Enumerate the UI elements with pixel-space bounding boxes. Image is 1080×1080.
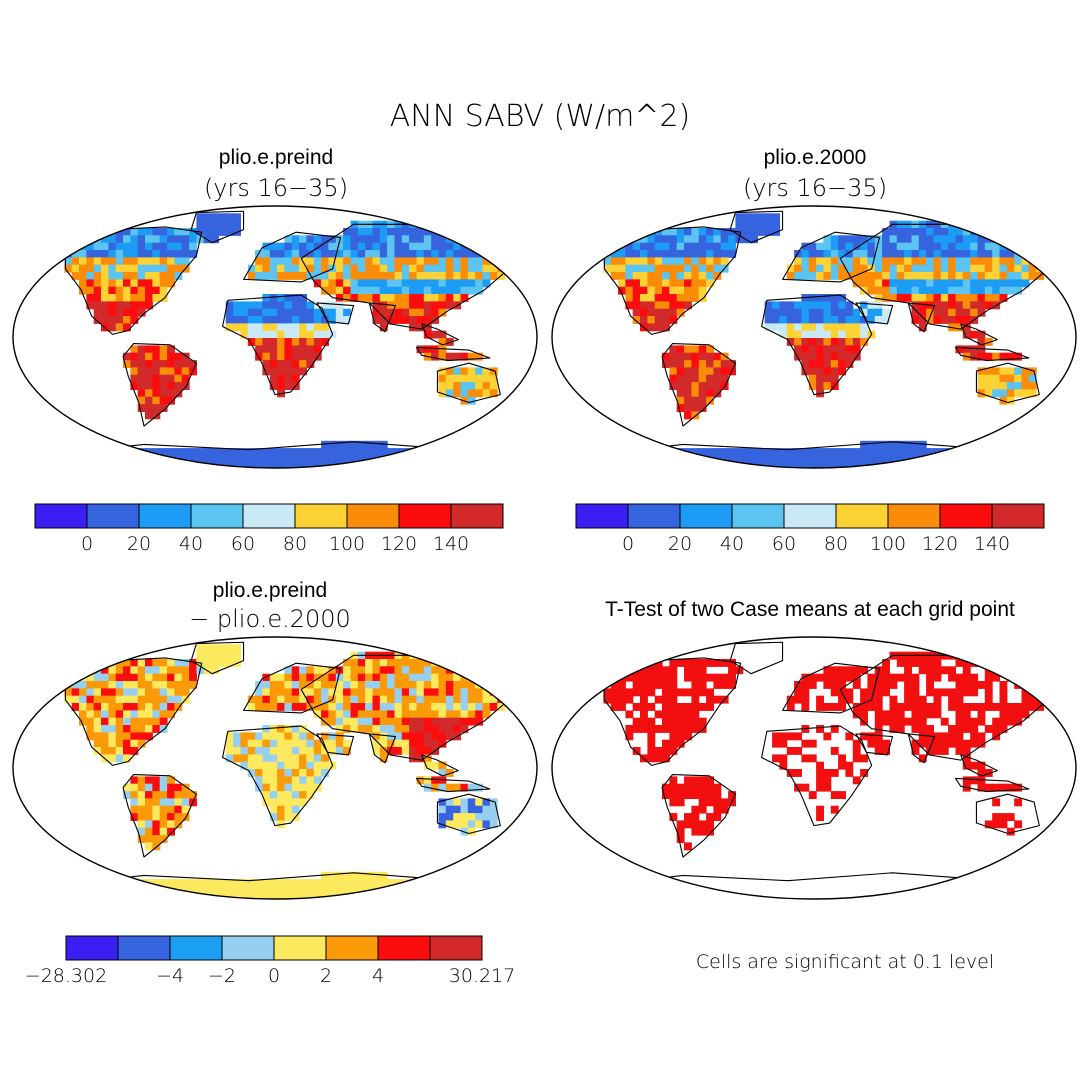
colorbar-tick-label: 40 — [179, 533, 203, 555]
colorbar-swatch — [294, 503, 348, 529]
colorbar-swatch — [991, 503, 1045, 529]
colorbar-swatch — [939, 503, 993, 529]
panel-2-subtitle: (yrs 16−35) — [743, 174, 887, 202]
colorbar-swatch — [346, 503, 400, 529]
colorbar-swatch — [138, 503, 192, 529]
colorbar-swatch — [835, 503, 889, 529]
colorbar-tick-label: 30.217 — [449, 965, 515, 987]
colorbar-tick-label: −2 — [208, 965, 236, 987]
map-panel-difference — [13, 637, 537, 899]
colorbar-tick-label: 0 — [268, 965, 280, 987]
colorbar-swatch — [117, 935, 171, 961]
colorbar-swatch — [34, 503, 88, 529]
colorbar-swatch — [887, 503, 941, 529]
colorbar-tick-label: 60 — [231, 533, 255, 555]
colorbar-swatch — [169, 935, 223, 961]
colorbar-swatch — [450, 503, 504, 529]
colorbar-swatch — [575, 503, 629, 529]
panel-4-title: T-Test of two Case means at each grid po… — [605, 598, 1015, 621]
map-border-preind — [12, 205, 538, 469]
map-border-2000 — [551, 205, 1077, 469]
colorbar-tick-label: 20 — [668, 533, 692, 555]
colorbar-tick-label: 140 — [974, 533, 1010, 555]
colorbar-tick-label: 100 — [329, 533, 365, 555]
colorbar-tick-label: 20 — [127, 533, 151, 555]
colorbar-swatch — [325, 935, 379, 961]
colorbar-swatch — [86, 503, 140, 529]
colorbar-swatch — [242, 503, 296, 529]
panel-3-title: plio.e.preind — [213, 579, 327, 602]
colorbar-swatch — [190, 503, 244, 529]
colorbar-swatch — [679, 503, 733, 529]
colorbar-tick-label: −4 — [156, 965, 184, 987]
colorbar-difference: −28.302 −4 −2 0 2 4 30.217 — [25, 935, 515, 987]
colorbar-swatch — [429, 935, 483, 961]
colorbar-swatch — [377, 935, 431, 961]
colorbar-tick-label: 80 — [824, 533, 848, 555]
colorbar-swatch — [273, 935, 327, 961]
panel-1-subtitle: (yrs 16−35) — [204, 174, 348, 202]
colorbar-swatch — [783, 503, 837, 529]
colorbar-tick-label: 80 — [283, 533, 307, 555]
colorbar-swatch — [627, 503, 681, 529]
map-panel-preind — [13, 206, 537, 468]
colorbar-tick-label: −28.302 — [25, 965, 107, 987]
map-panel-ttest — [552, 637, 1076, 899]
map-panel-2000 — [552, 206, 1076, 468]
colorbar-2000: 0 20 40 60 80 100 120 140 — [575, 503, 1045, 555]
colorbar-tick-label: 140 — [433, 533, 469, 555]
colorbar-preind: 0 20 40 60 80 100 120 140 — [34, 503, 504, 555]
colorbar-swatch — [65, 935, 119, 961]
panel-2-title: plio.e.2000 — [764, 146, 867, 169]
colorbar-swatch — [398, 503, 452, 529]
colorbar-tick-label: 4 — [372, 965, 384, 987]
colorbar-tick-label: 0 — [81, 533, 93, 555]
colorbar-tick-label: 0 — [622, 533, 634, 555]
colorbar-tick-label: 40 — [720, 533, 744, 555]
colorbar-tick-label: 2 — [320, 965, 332, 987]
significance-note: Cells are significant at 0.1 level — [696, 951, 994, 973]
colorbar-tick-label: 60 — [772, 533, 796, 555]
map-border-difference — [12, 636, 538, 900]
panel-1-title: plio.e.preind — [219, 146, 333, 169]
map-border-ttest — [551, 636, 1077, 900]
colorbar-tick-label: 120 — [381, 533, 417, 555]
colorbar-tick-label: 120 — [922, 533, 958, 555]
colorbar-tick-label: 100 — [870, 533, 906, 555]
colorbar-swatch — [221, 935, 275, 961]
figure-title: ANN SABV (W/m^2) — [390, 99, 690, 134]
panel-3-subtitle: − plio.e.2000 — [189, 605, 351, 633]
colorbar-swatch — [731, 503, 785, 529]
